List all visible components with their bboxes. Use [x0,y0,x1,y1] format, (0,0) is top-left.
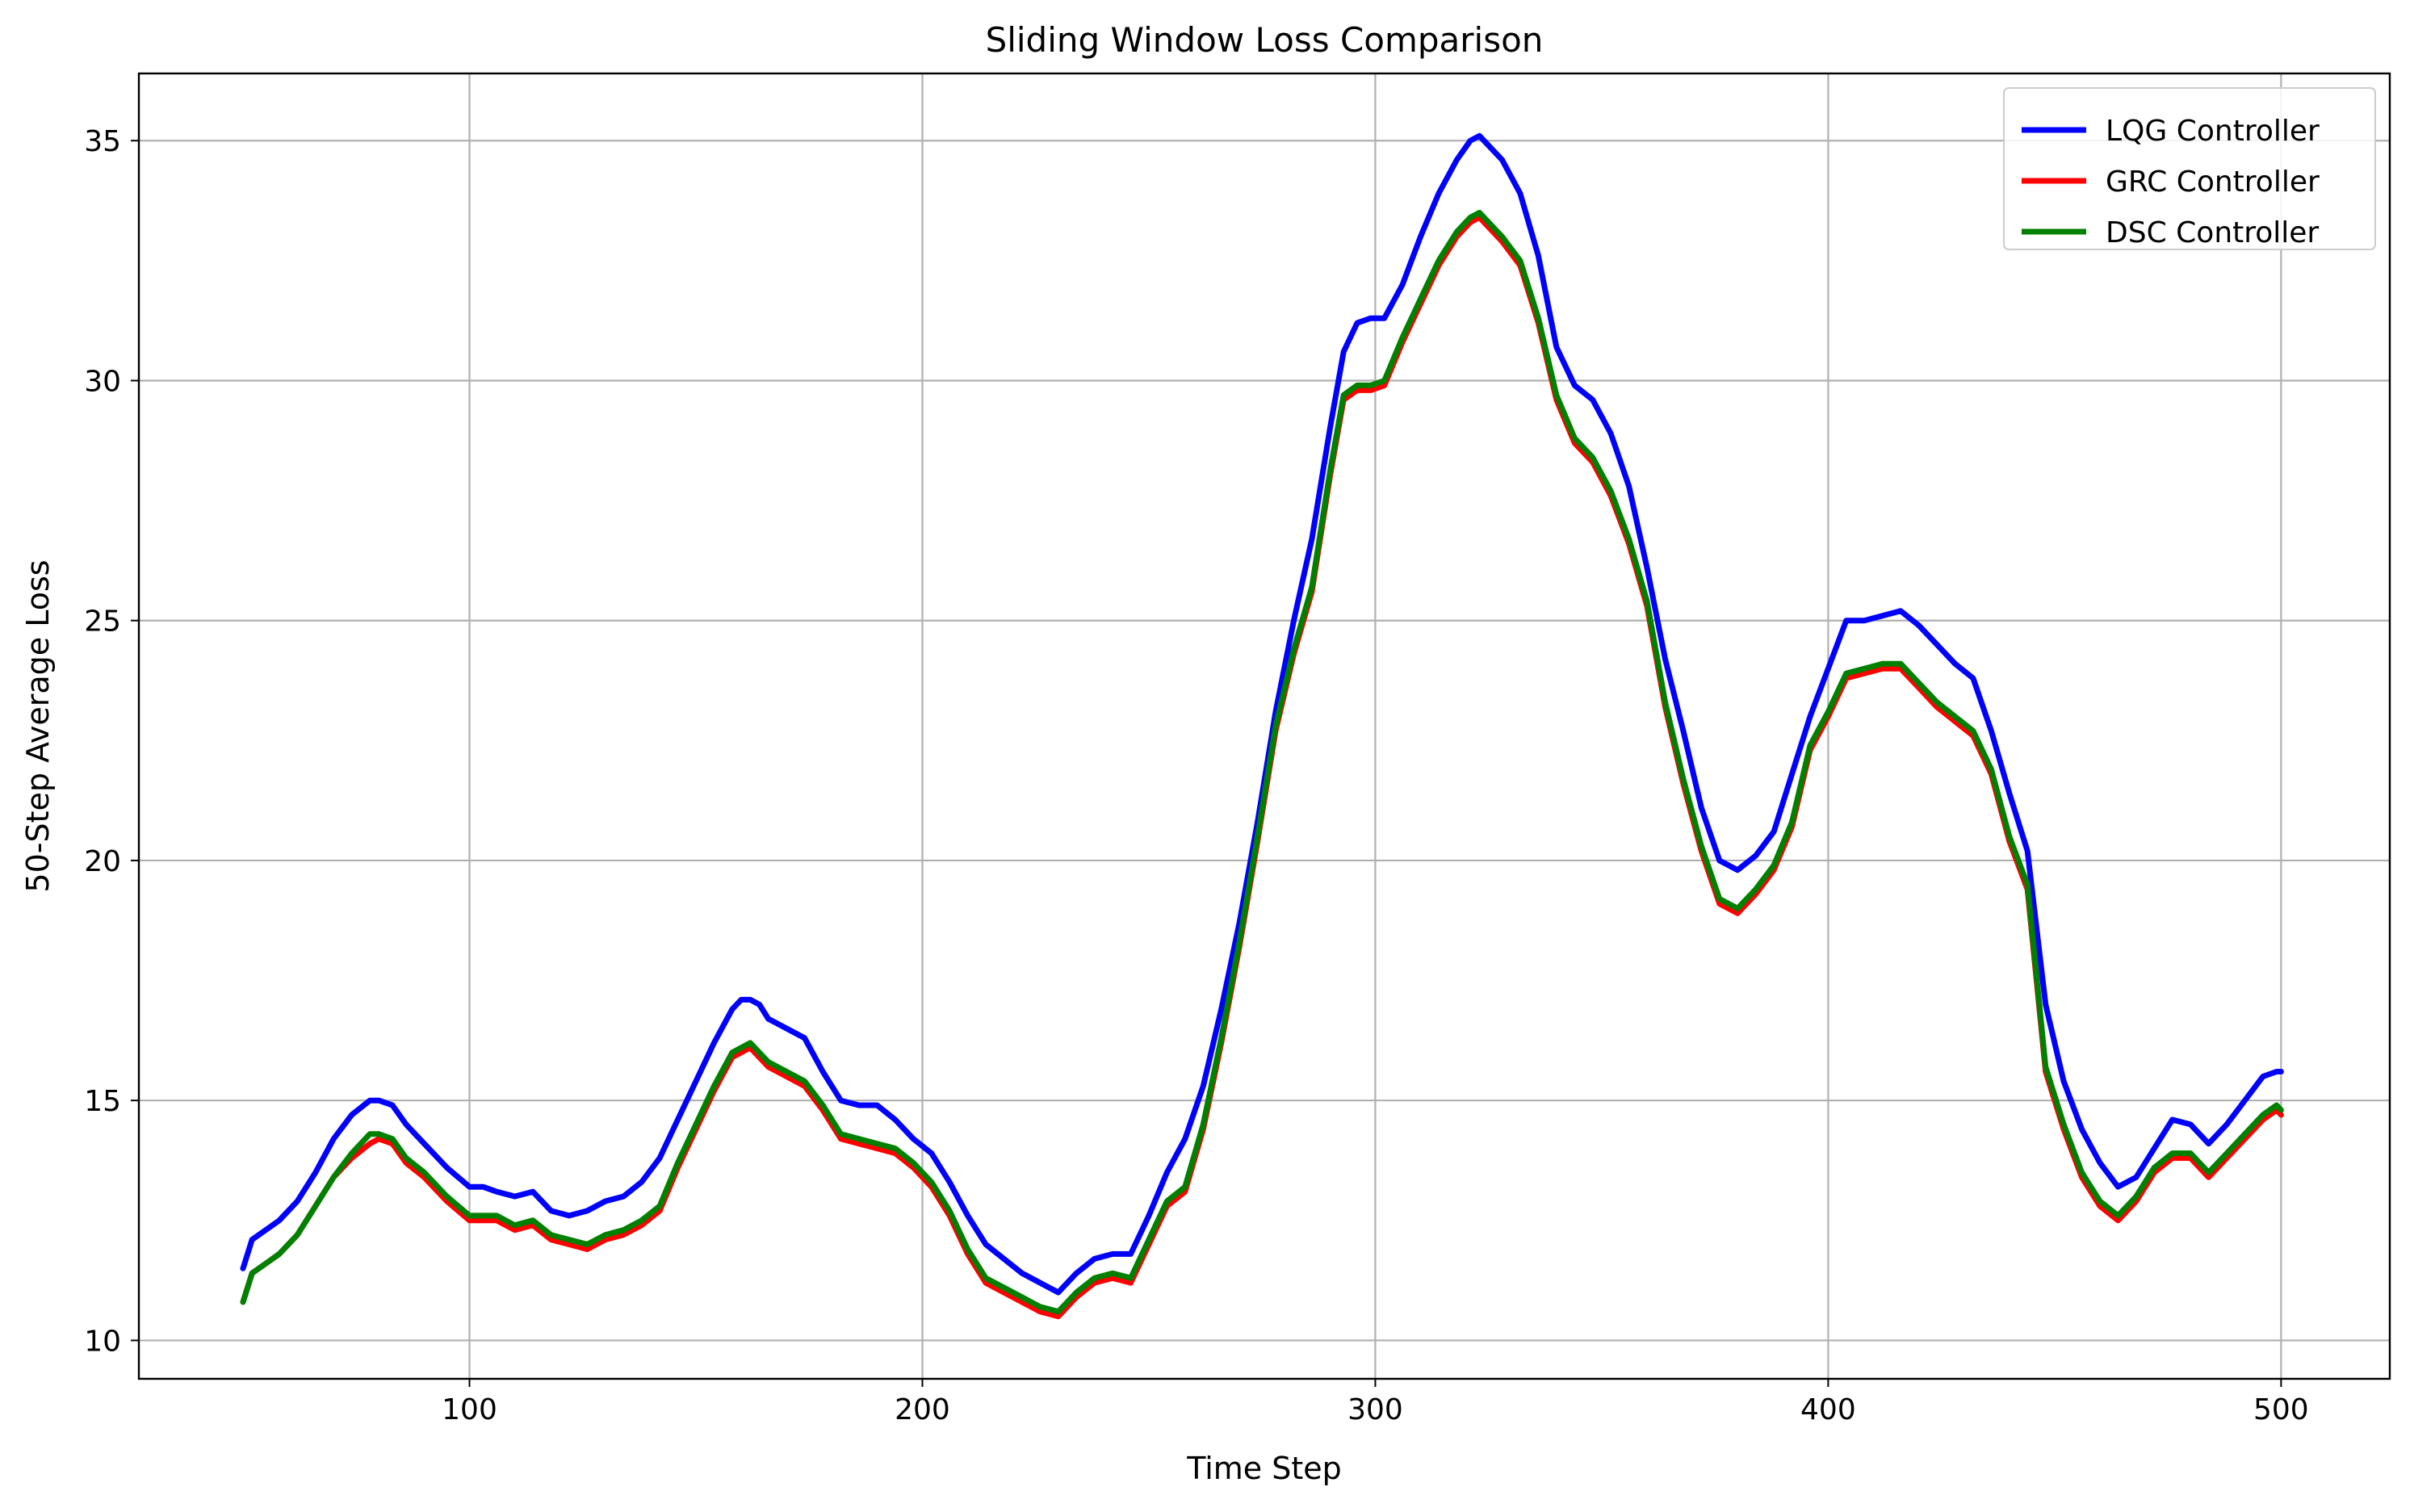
plot-frame [137,72,2391,1380]
y-axis-label: 50-Step Average Loss [20,559,56,892]
legend-label: DSC Controller [2106,216,2319,249]
legend: LQG Controller GRC Controller DSC Controll… [2003,87,2376,250]
series-line-dsc-controller [240,209,2284,1315]
legend-label: LQG Controller [2106,115,2320,148]
chart-title: Sliding Window Loss Comparison [986,20,1544,60]
ticks-layer: 100 200 300 400 500 10 15 20 25 30 35 [84,125,2309,1426]
x-tick-label: 100 [442,1393,497,1426]
x-axis-label: Time Step [1186,1451,1342,1486]
y-tick-label: 20 [84,845,121,878]
y-tick-label: 35 [84,125,121,158]
x-tick-label: 400 [1800,1393,1856,1426]
x-tick-label: 300 [1347,1393,1403,1426]
x-tick-label: 500 [2253,1393,2309,1426]
y-tick-label: 30 [84,365,121,398]
y-tick-label: 15 [84,1085,121,1118]
y-tick-label: 25 [84,605,121,639]
legend-label: GRC Controller [2106,165,2320,199]
y-tick-label: 10 [84,1325,121,1358]
series-lines-layer [240,132,2284,1320]
legend-box [2003,87,2376,250]
x-tick-label: 200 [895,1393,950,1426]
